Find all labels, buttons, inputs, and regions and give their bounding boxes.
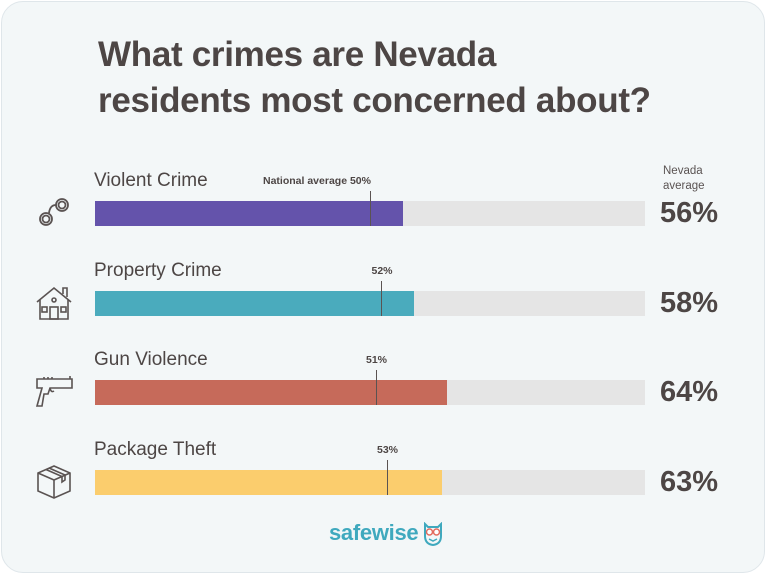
national-average-marker xyxy=(375,370,377,405)
bar-track xyxy=(95,470,645,495)
nevada-bar xyxy=(95,291,414,316)
category-label: Violent Crime xyxy=(94,170,208,191)
category-label: Gun Violence xyxy=(94,349,208,370)
national-average-label: National average 50% xyxy=(263,175,371,187)
safewise-logo: safewise xyxy=(329,520,442,546)
national-average-label: 51% xyxy=(365,354,388,366)
chart-title: What crimes are Nevada residents most co… xyxy=(98,35,651,120)
brand-name: safewise xyxy=(329,520,419,545)
chart-row-package-theft: Package Theft 53% 63% xyxy=(0,438,768,508)
bar-track xyxy=(95,380,645,405)
chart-row-violent-crime: Violent Crime National average 50% 56% xyxy=(0,169,768,239)
national-average-marker xyxy=(386,460,388,495)
national-average-label: 53% xyxy=(376,444,399,456)
nevada-bar xyxy=(95,470,442,495)
chart-row-property-crime: Property Crime 52% 58% xyxy=(0,259,768,329)
nevada-average-value: 58% xyxy=(660,287,719,319)
nevada-average-value: 56% xyxy=(660,197,719,229)
owl-logo-icon xyxy=(424,522,442,546)
package-box-icon xyxy=(34,464,74,500)
category-label: Property Crime xyxy=(94,260,222,281)
national-average-label: 52% xyxy=(371,265,393,277)
handcuffs-icon xyxy=(34,195,74,231)
bar-track xyxy=(95,201,645,226)
house-icon xyxy=(34,285,74,321)
national-average-marker xyxy=(370,191,371,226)
nevada-average-value: 64% xyxy=(660,376,719,408)
nevada-average-header: Nevada average xyxy=(663,165,705,192)
nevada-bar xyxy=(95,380,447,405)
national-average-marker xyxy=(381,281,382,316)
nevada-average-value: 63% xyxy=(660,466,719,498)
chart-row-gun-violence: Gun Violence 51% 64% xyxy=(0,348,768,418)
nevada-bar xyxy=(95,201,403,226)
handgun-icon xyxy=(34,374,74,410)
bar-track xyxy=(95,291,645,316)
category-label: Package Theft xyxy=(94,439,217,460)
